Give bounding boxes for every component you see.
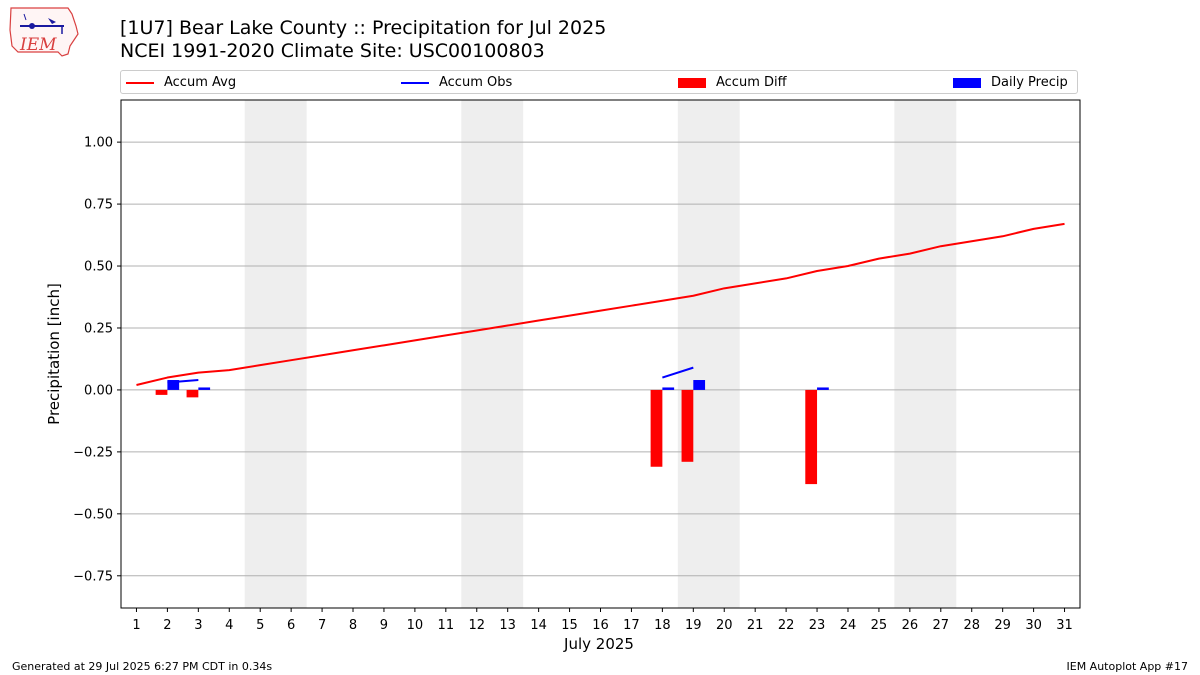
x-tick-label: 23 [809, 618, 826, 633]
accum-obs-line [662, 366, 694, 379]
x-tick-label: 20 [716, 618, 733, 633]
accum-diff-bar [805, 389, 818, 485]
legend-swatch-accum-avg [126, 81, 154, 84]
x-tick-label: 27 [933, 618, 950, 633]
x-tick-label: 8 [349, 618, 357, 633]
iem-logo: IEM [8, 6, 82, 60]
x-tick-label: 15 [561, 618, 578, 633]
x-tick-label: 10 [407, 618, 424, 633]
x-tick-label: 24 [840, 618, 857, 633]
x-tick-label: 3 [194, 618, 202, 633]
accum-diff-bar [650, 389, 663, 467]
daily-precip-bar [198, 387, 211, 390]
x-tick-label: 13 [499, 618, 516, 633]
x-tick-label: 26 [902, 618, 919, 633]
y-tick-label: 1.00 [84, 136, 113, 151]
x-tick-label: 22 [778, 618, 795, 633]
y-tick-label: −0.50 [73, 507, 113, 522]
daily-precip-bar [167, 380, 180, 390]
y-tick-label: 0.75 [84, 198, 113, 213]
x-tick-label: 12 [468, 618, 485, 633]
x-tick-label: 1 [132, 618, 140, 633]
x-tick-label: 14 [530, 618, 547, 633]
x-tick-label: 19 [685, 618, 702, 633]
chart-title: [1U7] Bear Lake County :: Precipitation … [120, 17, 607, 39]
app-credit: IEM Autoplot App #17 [1066, 660, 1189, 673]
grid-lines [121, 141, 1080, 577]
y-tick-label: 0.00 [84, 383, 113, 398]
logo-text: IEM [19, 35, 57, 55]
daily-precip-bar [817, 387, 829, 390]
accum-diff-bar [681, 389, 694, 462]
weekend-shade-band [894, 100, 957, 608]
x-tick-label: 4 [225, 618, 233, 633]
x-tick-label: 16 [592, 618, 609, 633]
chart-subtitle: NCEI 1991-2020 Climate Site: USC00100803 [120, 40, 545, 62]
accum-diff-bar [186, 389, 199, 398]
x-tick-label: 21 [747, 618, 764, 633]
legend-label-accum-obs: Accum Obs [439, 75, 513, 90]
x-tick-label: 6 [287, 618, 295, 633]
x-tick-label: 9 [380, 618, 388, 633]
x-tick-label: 11 [438, 618, 455, 633]
legend-swatch-daily-precip [953, 77, 981, 88]
x-tick-label: 28 [963, 618, 980, 633]
y-axis-label: Precipitation [inch] [45, 283, 63, 425]
y-axis: 1.00 0.75 0.50 0.25 0.00 −0.25 −0.50 −0.75 [73, 136, 121, 584]
x-tick-label: 25 [871, 618, 888, 633]
x-tick-label: 17 [623, 618, 640, 633]
legend-label-accum-diff: Accum Diff [716, 75, 787, 90]
chart-legend: Accum Avg Accum Obs Accum Diff Daily Pre… [120, 70, 1078, 94]
generated-timestamp: Generated at 29 Jul 2025 6:27 PM CDT in … [12, 660, 273, 673]
daily-precip-bar [662, 387, 675, 390]
weekend-shading [244, 100, 957, 608]
legend-item-daily-precip: Daily Precip [953, 74, 1068, 92]
accum-diff-bar [155, 389, 168, 395]
x-tick-label: 18 [654, 618, 671, 633]
legend-label-accum-avg: Accum Avg [164, 75, 237, 90]
legend-label-daily-precip: Daily Precip [991, 75, 1068, 90]
x-tick-label: 5 [256, 618, 264, 633]
daily-precip-bar [693, 380, 706, 390]
iem-logo-graphic: IEM [9, 7, 79, 57]
legend-item-accum-avg: Accum Avg [126, 74, 236, 92]
x-tick-label: 31 [1056, 618, 1073, 633]
weekend-shade-band [461, 100, 524, 608]
iowa-outline-icon [9, 7, 79, 57]
x-axis: 1 2 3 4 5 6 7 8 9 10 11 12 13 14 15 16 17 18 19 20 21 22 23 24 2… [132, 608, 1073, 633]
x-axis-label: July 2025 [563, 635, 634, 653]
y-tick-label: −0.25 [73, 445, 113, 460]
bars [155, 380, 829, 485]
accum-obs-line [167, 379, 199, 384]
series-lines [136, 222, 1065, 386]
x-tick-label: 2 [163, 618, 171, 633]
x-tick-label: 29 [994, 618, 1011, 633]
x-tick-label: 7 [318, 618, 326, 633]
y-tick-label: 0.25 [84, 321, 113, 336]
accum-avg-line [136, 222, 1065, 386]
legend-item-accum-obs: Accum Obs [401, 74, 512, 92]
x-tick-label: 30 [1025, 618, 1042, 633]
weekend-shade-band [677, 100, 740, 608]
y-tick-label: −0.75 [73, 569, 113, 584]
y-tick-label: 0.50 [84, 260, 113, 275]
legend-item-accum-diff: Accum Diff [678, 74, 787, 92]
legend-swatch-accum-obs [401, 81, 429, 84]
legend-swatch-accum-diff [678, 77, 706, 88]
weekend-shade-band [244, 100, 307, 608]
